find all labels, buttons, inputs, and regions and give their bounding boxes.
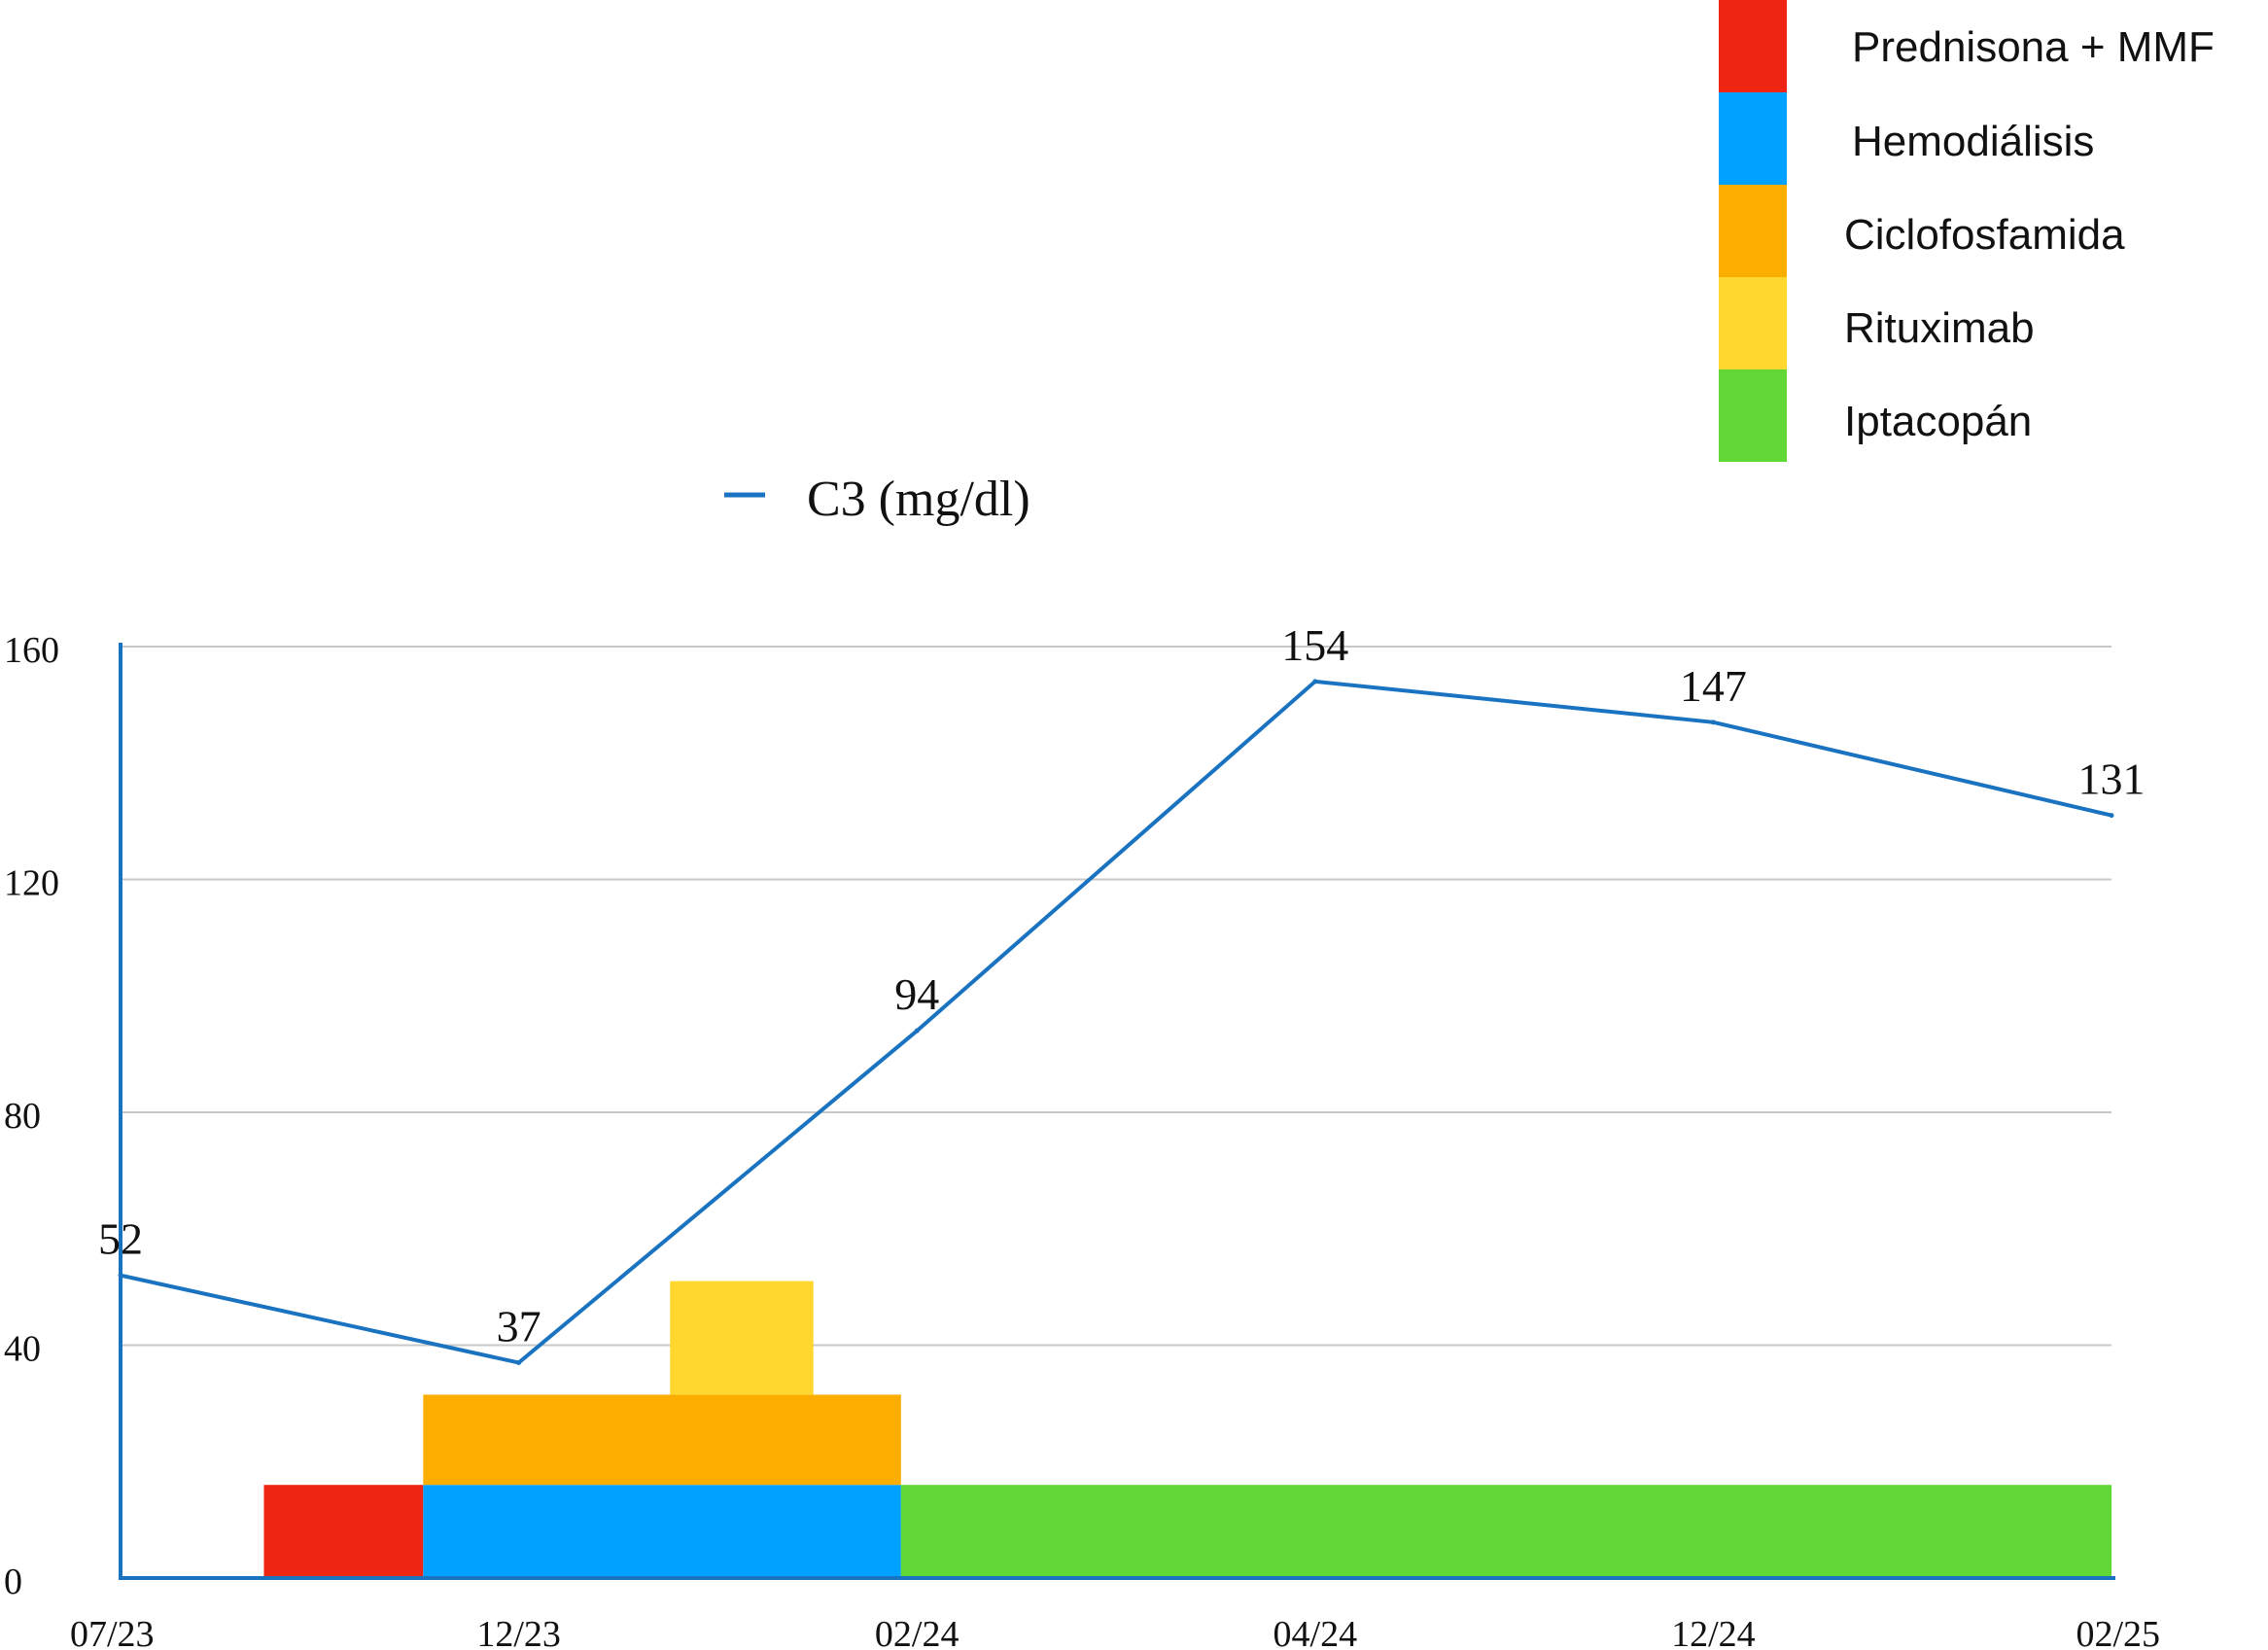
data-label-02-25: 131 bbox=[2078, 755, 2146, 804]
x-tick-label-04-24: 04/24 bbox=[1274, 1614, 1358, 1650]
legend-label-rituximab: Rituximab bbox=[1844, 304, 2035, 352]
treatment-bar-ciclofosfamida bbox=[423, 1394, 901, 1486]
y-tick-label-120: 120 bbox=[4, 863, 59, 904]
legend-label-hemodialisis: Hemodiálisis bbox=[1852, 118, 2094, 165]
c3-point-07-23 bbox=[118, 1273, 123, 1279]
c3-line bbox=[120, 679, 2112, 1365]
legend-swatch-ciclofosfamida bbox=[1719, 185, 1787, 277]
treatment-bar-rituximab bbox=[670, 1281, 814, 1395]
data-label-02-24: 94 bbox=[894, 969, 939, 1019]
legend-label-ciclofosfamida: Ciclofosfamida bbox=[1844, 211, 2125, 259]
line-legend: C3 (mg/dl) bbox=[724, 472, 1030, 527]
legend-swatch-iptacopan bbox=[1719, 369, 1787, 462]
data-label-04-24: 154 bbox=[1281, 620, 1348, 670]
legend-swatch-prednisona-mmf bbox=[1719, 0, 1787, 92]
data-labels: 52 37 94 154 147 131 bbox=[98, 620, 2146, 1352]
treatment-bar-hemodialisis bbox=[423, 1485, 901, 1578]
c3-line-series bbox=[118, 679, 2114, 1365]
treatment-bar-prednisona-mmf bbox=[263, 1485, 424, 1578]
data-label-07-23: 52 bbox=[98, 1214, 143, 1264]
c3-point-12-24 bbox=[1710, 720, 1716, 725]
data-label-12-24: 147 bbox=[1680, 661, 1747, 711]
tick-labels: 0 40 80 120 160 07/23 12/23 02/24 04/24 12/24 02/2… bbox=[4, 630, 2160, 1650]
legend-label-iptacopan: Iptacopán bbox=[1844, 398, 2032, 445]
treatment-bar-iptacopan bbox=[900, 1485, 2112, 1578]
c3-point-04-24 bbox=[1312, 679, 1318, 685]
line-legend-label: C3 (mg/dl) bbox=[807, 472, 1030, 527]
grid-lines bbox=[121, 646, 2111, 1347]
y-tick-label-0: 0 bbox=[4, 1562, 22, 1602]
legend-label-prednisona-mmf: Prednisona + MMF bbox=[1852, 23, 2215, 71]
x-tick-label-02-24: 02/24 bbox=[875, 1614, 960, 1650]
c3-point-12-23 bbox=[516, 1359, 522, 1365]
y-tick-label-80: 80 bbox=[4, 1096, 41, 1137]
axes bbox=[119, 643, 2115, 1580]
x-tick-label-07-23: 07/23 bbox=[70, 1614, 155, 1650]
treatment-bars bbox=[263, 1281, 2112, 1578]
y-tick-label-40: 40 bbox=[4, 1329, 41, 1370]
c3-point-02-24 bbox=[914, 1028, 920, 1034]
data-label-12-23: 37 bbox=[497, 1301, 541, 1351]
x-tick-label-12-24: 12/24 bbox=[1671, 1614, 1756, 1650]
c3-point-02-25 bbox=[2109, 813, 2114, 819]
legend-swatch-hemodialisis bbox=[1719, 92, 1787, 185]
y-tick-label-160: 160 bbox=[4, 630, 59, 671]
x-tick-label-12-23: 12/23 bbox=[476, 1614, 561, 1650]
legend-swatch-rituximab bbox=[1719, 277, 1787, 369]
x-tick-label-02-25: 02/25 bbox=[2076, 1614, 2160, 1650]
treatment-legend: Prednisona + MMF Hemodiálisis Ciclofosfa… bbox=[1719, 0, 2215, 462]
